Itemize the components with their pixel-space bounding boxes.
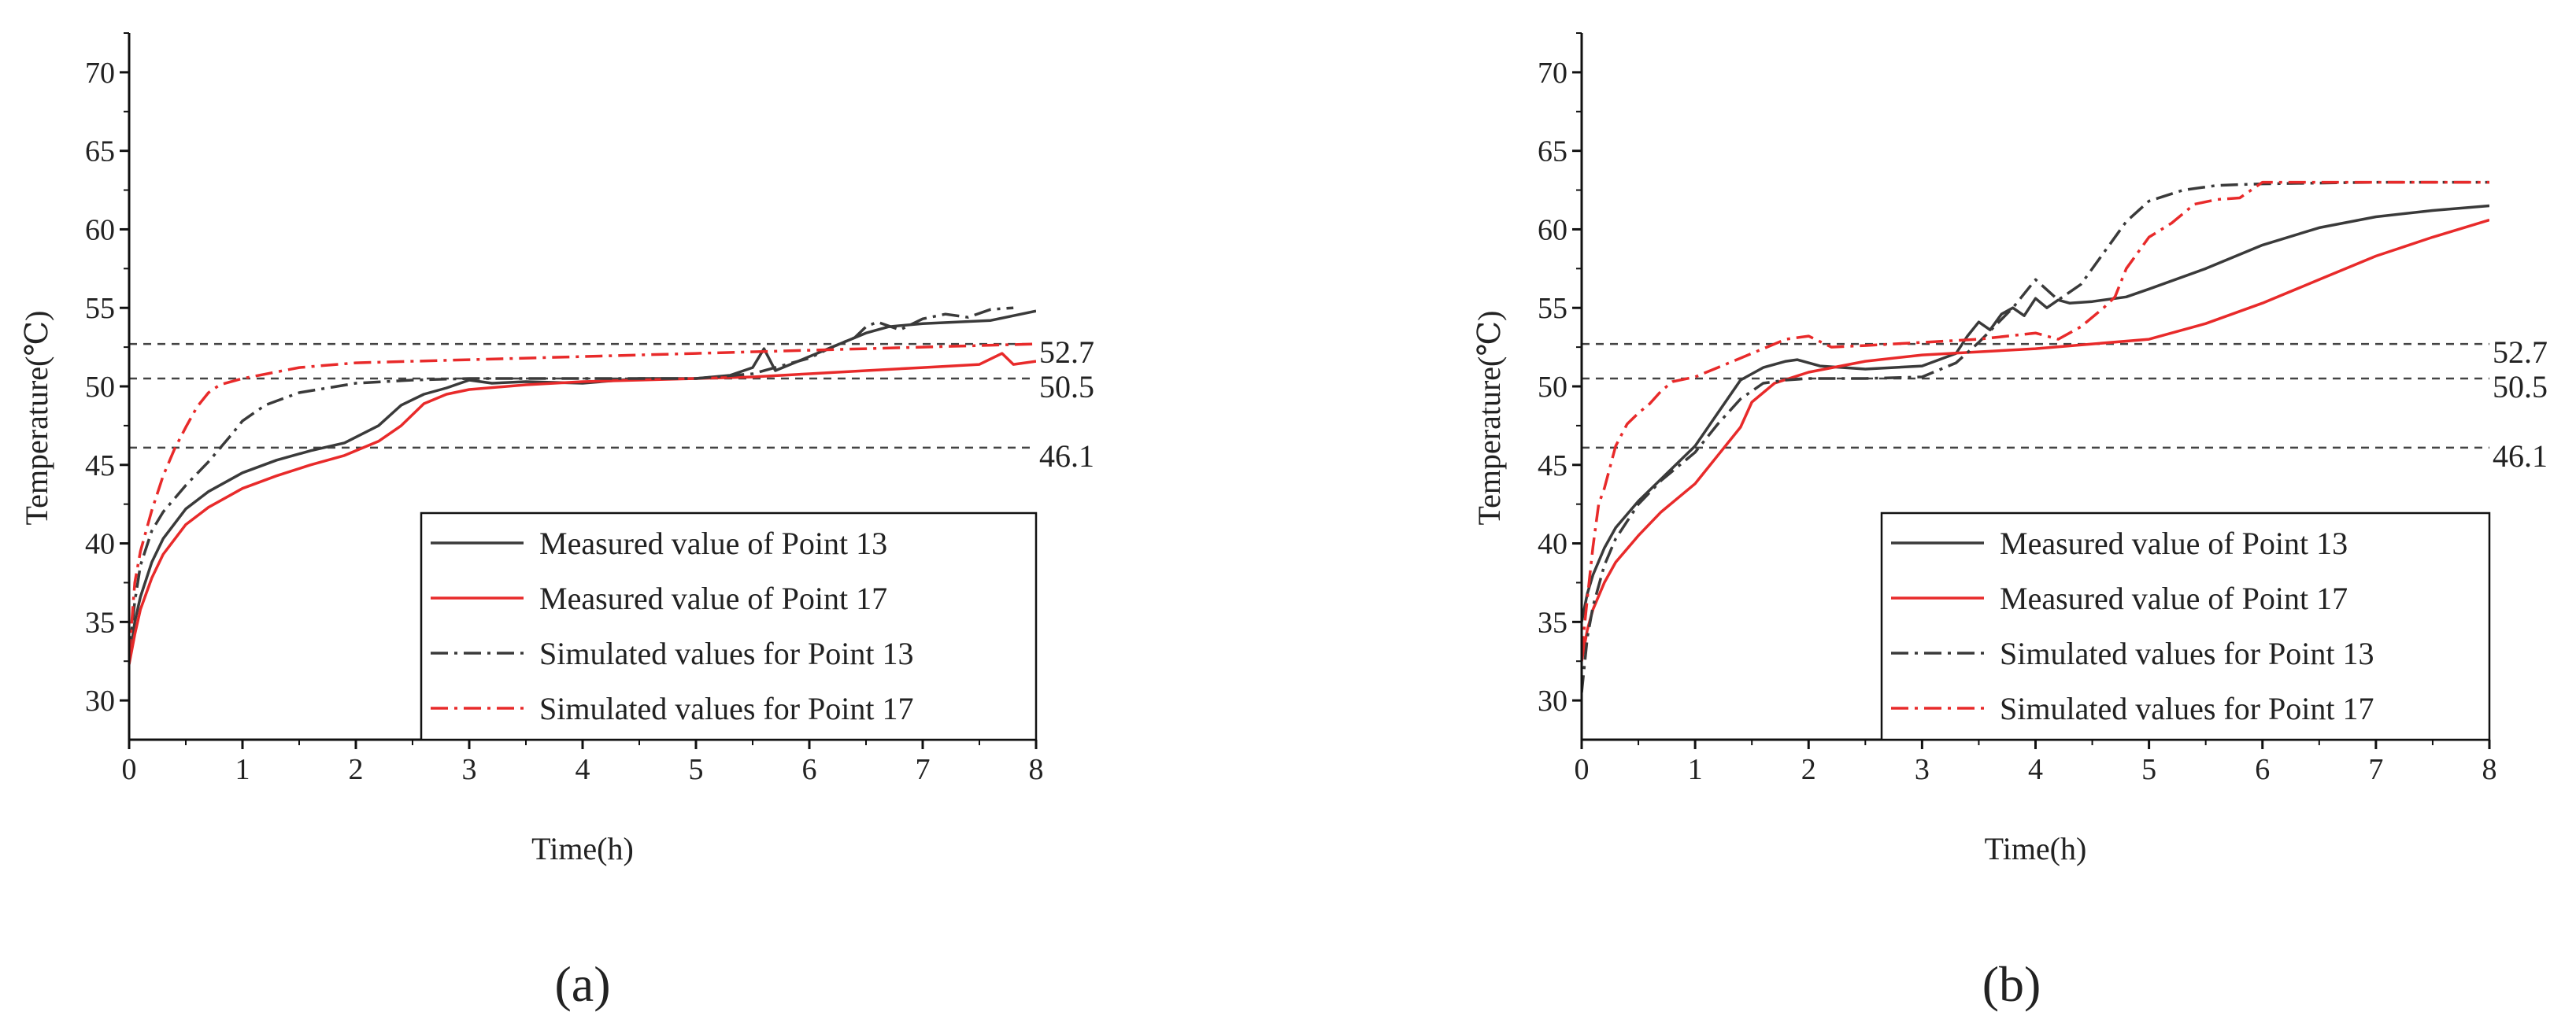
legend: Measured value of Point 13 Measured value… [420,511,1038,741]
x-tick-label: 0 [1575,753,1590,786]
x-tick-label: 7 [916,753,931,786]
y-tick-label: 50 [85,371,115,404]
y-tick-label: 35 [85,606,115,639]
y-tick-label: 40 [85,528,115,561]
x-tick-label: 0 [122,753,137,786]
reference-line-label: 52.7 [2493,334,2548,370]
x-tick-label: 6 [802,753,817,786]
x-tick-label: 3 [1915,753,1930,786]
y-tick-label: 70 [85,57,115,90]
series-line-2 [129,306,1014,654]
reference-line-label: 52.7 [1039,334,1094,370]
legend-entry-label: Simulated values for Point 13 [539,636,914,671]
series-line-0 [1582,204,2489,622]
legend-box [1880,511,2491,741]
series-line-0 [129,309,1036,662]
y-tick-label: 70 [1538,57,1567,90]
legend-entry-label: Measured value of Point 13 [539,526,887,561]
reference-line-label: 46.1 [2493,438,2548,474]
x-tick-label: 8 [2482,753,2497,786]
legend-entry-label: Simulated values for Point 17 [539,691,914,726]
x-tick-label: 4 [2028,753,2043,786]
chart-panel-b: 52.750.546.10 1 2 3 4 5 6 7 8303540455055606570T… [1471,32,2548,1012]
y-tick-label: 45 [1538,449,1567,482]
y-tick-label: 45 [85,449,115,482]
y-tick-label: 60 [85,213,115,246]
x-tick-label: 7 [2368,753,2383,786]
legend-box [420,511,1038,741]
x-tick-label: 8 [1029,753,1044,786]
series-line-1 [129,352,1036,665]
x-tick-label: 4 [576,753,590,786]
y-axis-title: Temperature(℃) [1471,311,1507,526]
legend-entry-label: Measured value of Point 13 [2000,526,2348,561]
series-line-2 [1582,180,2489,693]
y-tick-label: 40 [1538,528,1567,561]
legend-entry-label: Measured value of Point 17 [2000,581,2348,616]
series-line-3 [129,342,1036,657]
x-axis-title: Time(h) [531,831,634,866]
x-axis-title: Time(h) [1985,831,2087,866]
x-tick-label: 6 [2255,753,2270,786]
y-tick-label: 60 [1538,213,1567,246]
x-tick-label: 1 [1688,753,1703,786]
reference-line-label: 50.5 [2493,369,2548,404]
series-line-1 [1582,218,2489,662]
reference-line-label: 50.5 [1039,369,1094,404]
x-tick-label: 1 [235,753,250,786]
reference-line-label: 46.1 [1039,438,1094,474]
x-tick-label: 2 [349,753,364,786]
y-tick-label: 30 [1538,685,1567,718]
series-line-3 [1582,180,2489,654]
chart-panel-a: 52.750.546.10 1 2 3 4 5 6 7 8303540455055606570T… [19,32,1094,1012]
legend-entry-label: Simulated values for Point 17 [2000,691,2374,726]
legend: Measured value of Point 13 Measured value… [1880,511,2491,741]
y-tick-label: 55 [1538,292,1567,325]
y-tick-label: 65 [85,135,115,168]
y-tick-label: 35 [1538,606,1567,639]
y-tick-label: 30 [85,685,115,718]
x-tick-label: 5 [689,753,704,786]
x-tick-label: 5 [2141,753,2156,786]
legend-entry-label: Simulated values for Point 13 [2000,636,2374,671]
panel-label: (a) [554,956,610,1012]
y-axis-title: Temperature(℃) [19,311,54,526]
panel-label: (b) [1982,956,2041,1012]
y-tick-label: 55 [85,292,115,325]
y-tick-label: 65 [1538,135,1567,168]
x-tick-label: 2 [1801,753,1816,786]
y-tick-label: 50 [1538,371,1567,404]
x-tick-label: 3 [462,753,477,786]
legend-entry-label: Measured value of Point 17 [539,581,887,616]
